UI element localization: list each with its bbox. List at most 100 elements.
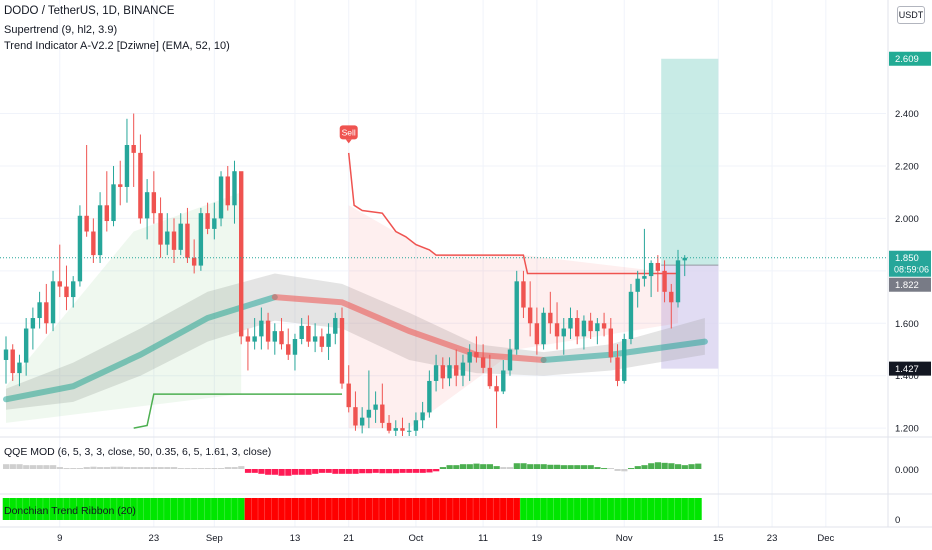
candle-body bbox=[279, 331, 284, 345]
candle bbox=[212, 202, 217, 240]
qqe-bar bbox=[332, 469, 339, 474]
qqe-bar bbox=[177, 468, 184, 470]
candle bbox=[601, 312, 607, 337]
candle bbox=[568, 307, 573, 339]
candle bbox=[460, 354, 466, 387]
candle bbox=[467, 344, 472, 381]
ribbon-cell bbox=[674, 498, 682, 520]
candle bbox=[50, 270, 56, 332]
candle-body bbox=[608, 328, 613, 358]
candle-body bbox=[272, 331, 277, 342]
currency-button[interactable]: USDT bbox=[897, 6, 925, 24]
qqe-bar bbox=[695, 463, 702, 469]
candle-body bbox=[205, 213, 210, 229]
candle bbox=[178, 213, 183, 256]
ribbon-cell bbox=[96, 498, 104, 520]
ribbon-cell bbox=[318, 498, 326, 520]
candle bbox=[588, 312, 593, 339]
qqe-bar bbox=[634, 466, 641, 469]
candle bbox=[77, 205, 83, 287]
qqe-bar bbox=[372, 469, 379, 473]
candle-body bbox=[675, 260, 681, 303]
qqe-bar bbox=[520, 463, 527, 469]
candle-body bbox=[588, 320, 593, 332]
candle-body bbox=[628, 291, 634, 339]
candle bbox=[218, 171, 224, 227]
ribbon-cell bbox=[405, 498, 413, 520]
candle bbox=[386, 415, 392, 434]
qqe-bar bbox=[238, 466, 245, 469]
qqe-bar bbox=[144, 467, 151, 469]
candle bbox=[319, 328, 325, 353]
qqe-pane-label[interactable]: QQE MOD (6, 5, 3, 3, close, 50, 0.35, 6,… bbox=[4, 446, 272, 458]
candle-body bbox=[144, 192, 150, 219]
supertrend-legend[interactable]: Supertrend (9, hl2, 3.9) bbox=[4, 24, 118, 36]
candle-body bbox=[373, 404, 378, 410]
candle-body bbox=[71, 281, 76, 298]
donchian-trend-ribbon bbox=[2, 498, 702, 520]
qqe-bar bbox=[97, 467, 104, 469]
qqe-bar bbox=[681, 465, 688, 469]
qqe-bar bbox=[426, 469, 433, 473]
candle-body bbox=[44, 302, 49, 324]
ribbon-cell bbox=[526, 498, 534, 520]
ribbon-cell bbox=[446, 498, 454, 520]
qqe-bar bbox=[433, 469, 440, 472]
supertrend-up-line bbox=[133, 393, 342, 429]
candle-body bbox=[433, 365, 439, 381]
qqe-bar bbox=[500, 467, 507, 469]
ribbon-cell bbox=[506, 498, 514, 520]
ribbon-cell bbox=[573, 498, 581, 520]
position-tool[interactable] bbox=[661, 58, 719, 369]
candle-body bbox=[10, 349, 15, 374]
qqe-bar bbox=[661, 462, 668, 469]
candle bbox=[299, 318, 304, 345]
candle-body bbox=[212, 218, 217, 229]
candle-body bbox=[662, 270, 667, 292]
qqe-bar bbox=[90, 466, 97, 469]
candle bbox=[359, 407, 365, 434]
candle bbox=[454, 349, 459, 387]
qqe-bar bbox=[648, 463, 655, 469]
qqe-bar bbox=[110, 466, 117, 469]
candle bbox=[191, 239, 197, 274]
ribbon-cell bbox=[580, 498, 588, 520]
candle bbox=[44, 283, 49, 334]
candle bbox=[628, 283, 634, 345]
ribbon-cell bbox=[641, 498, 648, 520]
candle-body bbox=[259, 320, 264, 337]
qqe-bar bbox=[50, 465, 57, 469]
qqe-bar bbox=[513, 463, 520, 469]
ribbon-cell bbox=[688, 498, 695, 520]
qqe-bar bbox=[157, 467, 164, 469]
candle bbox=[501, 359, 506, 395]
candle bbox=[581, 315, 587, 350]
candle bbox=[292, 333, 298, 371]
qqe-bar bbox=[587, 465, 594, 469]
current-price-badge-countdown: 08:59:06 bbox=[894, 265, 929, 275]
ribbon-cell bbox=[681, 498, 689, 520]
candle-body bbox=[57, 281, 62, 287]
trend-indicator-legend[interactable]: Trend Indicator A-V2.2 [Dziwne] (EMA, 52… bbox=[4, 40, 230, 52]
candle-body bbox=[622, 339, 627, 381]
candle-body bbox=[124, 145, 130, 187]
price-tick-label: 2.200 bbox=[895, 161, 919, 172]
qqe-bar bbox=[446, 465, 453, 469]
candle-body bbox=[178, 223, 183, 250]
candle-body bbox=[138, 152, 143, 219]
qqe-bar bbox=[641, 465, 648, 469]
candle bbox=[326, 323, 331, 360]
candle-body bbox=[386, 422, 392, 431]
donchian-pane-label[interactable]: Donchian Trend Ribbon (20) bbox=[4, 505, 136, 517]
candle bbox=[118, 160, 123, 206]
candle-body bbox=[521, 281, 526, 308]
candle bbox=[548, 291, 553, 334]
candle bbox=[111, 165, 116, 227]
ribbon-cell bbox=[305, 498, 312, 520]
candle-body bbox=[185, 223, 190, 258]
candle bbox=[642, 228, 647, 287]
candle-body bbox=[400, 428, 405, 431]
candle bbox=[534, 307, 540, 355]
candle bbox=[675, 249, 681, 308]
